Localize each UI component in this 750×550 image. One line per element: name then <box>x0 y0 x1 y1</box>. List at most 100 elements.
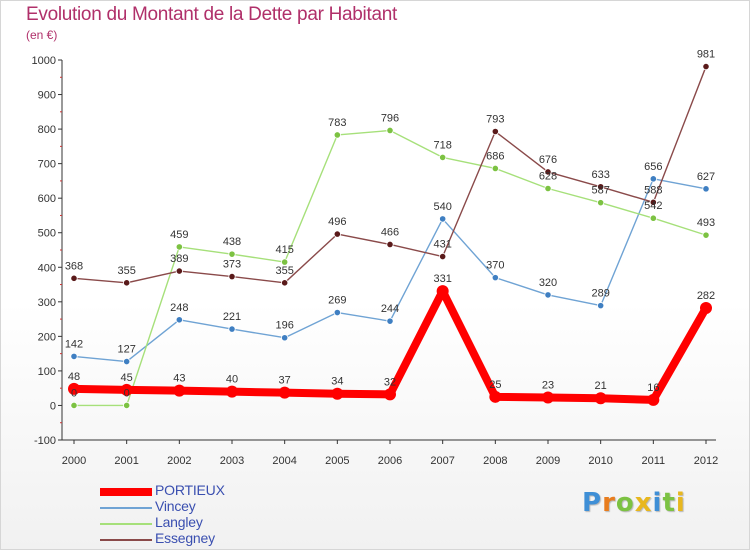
point-essegney-2008 <box>491 127 499 136</box>
point-vincey-2003 <box>228 325 236 333</box>
data-label-langley-2009: 628 <box>539 171 557 183</box>
x-tick-label-8: 2008 <box>483 455 507 467</box>
data-label-vincey-2005: 269 <box>328 295 346 307</box>
data-label-langley-2012: 493 <box>697 217 715 229</box>
point-portieux-2004 <box>278 386 291 399</box>
point-essegney-2009 <box>544 168 552 176</box>
point-portieux-2001 <box>120 383 133 396</box>
x-tick-label-2: 2002 <box>167 455 191 467</box>
x-tick-label-6: 2006 <box>378 455 402 467</box>
legend-swatch-essegney <box>100 539 152 541</box>
point-essegney-2003 <box>228 272 236 281</box>
point-vincey-2000 <box>70 352 78 360</box>
data-label-portieux-2009: 23 <box>542 380 554 392</box>
legend-swatch-langley <box>100 523 152 525</box>
data-label-essegney-2010: 633 <box>591 169 609 181</box>
logo-letter-6: i <box>675 488 686 518</box>
point-langley-2006 <box>386 126 394 135</box>
data-label-essegney-2003: 373 <box>223 259 241 271</box>
point-portieux-2006 <box>384 388 396 401</box>
point-vincey-2006 <box>386 317 394 325</box>
point-langley-2004 <box>281 258 289 266</box>
data-label-portieux-2001: 45 <box>121 372 133 384</box>
x-tick-label-10: 2010 <box>588 455 612 467</box>
y-tick-label-10: 900 <box>38 90 56 102</box>
legend-swatch-vincey <box>100 507 152 509</box>
x-tick-label-9: 2009 <box>536 455 560 467</box>
point-vincey-2011 <box>649 175 657 183</box>
point-portieux-2010 <box>594 392 607 405</box>
data-label-langley-2004: 415 <box>275 244 293 256</box>
point-vincey-2001 <box>123 357 131 366</box>
data-label-vincey-2003: 221 <box>223 311 241 323</box>
legend-label-vincey: Vincey <box>155 498 196 514</box>
point-vincey-2005 <box>333 308 341 317</box>
point-essegney-2006 <box>386 240 394 249</box>
logo-letter-4: i <box>652 488 663 518</box>
data-label-essegney-2005: 496 <box>328 216 346 228</box>
data-label-portieux-2008: 25 <box>489 379 501 391</box>
point-essegney-2011 <box>649 198 657 206</box>
point-langley-2009 <box>544 184 552 193</box>
data-label-vincey-2007: 540 <box>433 201 451 213</box>
x-tick-label-12: 2012 <box>694 455 718 467</box>
data-label-langley-2008: 686 <box>486 150 504 162</box>
point-vincey-2004 <box>281 334 289 342</box>
point-essegney-2010 <box>597 183 605 191</box>
data-label-portieux-2003: 40 <box>226 374 238 386</box>
point-langley-2010 <box>597 199 605 207</box>
data-label-portieux-2000: 48 <box>68 371 80 383</box>
point-langley-2012 <box>702 231 710 239</box>
data-label-essegney-2008: 793 <box>486 114 504 126</box>
logo-letter-0: P <box>582 488 603 518</box>
y-tick-label-9: 800 <box>38 124 56 136</box>
data-label-portieux-2010: 21 <box>595 380 607 392</box>
point-essegney-2002 <box>175 267 183 275</box>
y-tick-label-8: 700 <box>38 159 56 171</box>
point-portieux-2007 <box>436 285 449 298</box>
series-line-langley <box>73 129 707 407</box>
point-vincey-2009 <box>544 291 552 299</box>
data-label-portieux-2007: 331 <box>433 273 451 285</box>
data-label-portieux-2005: 34 <box>331 376 343 388</box>
point-vincey-2012 <box>702 185 710 193</box>
point-langley-2001 <box>123 401 131 410</box>
legend-label-essegney: Essegney <box>155 530 215 546</box>
point-portieux-2005 <box>331 387 344 400</box>
data-label-essegney-2000: 368 <box>65 260 83 272</box>
data-label-vincey-2010: 289 <box>591 288 609 300</box>
point-langley-2005 <box>333 131 341 139</box>
data-label-portieux-2011: 16 <box>647 382 659 394</box>
data-label-essegney-2012: 981 <box>697 49 715 61</box>
data-label-portieux-2004: 37 <box>279 375 291 387</box>
point-portieux-2012 <box>700 302 712 315</box>
series-line-essegney <box>73 65 707 284</box>
data-label-portieux-2006: 32 <box>384 376 396 388</box>
data-label-essegney-2007: 431 <box>433 239 451 251</box>
legend-label-portieux: PORTIEUX <box>155 482 225 498</box>
data-label-langley-2007: 718 <box>433 139 451 151</box>
x-tick-label-7: 2007 <box>430 455 454 467</box>
point-essegney-2004 <box>281 279 289 287</box>
data-label-langley-2010: 587 <box>591 185 609 197</box>
data-label-vincey-2008: 370 <box>486 260 504 272</box>
y-tick-label-4: 300 <box>38 297 56 309</box>
y-tick-label-5: 400 <box>38 262 56 274</box>
point-vincey-2010 <box>597 302 605 310</box>
data-label-essegney-2004: 355 <box>275 265 293 277</box>
data-label-vincey-2009: 320 <box>539 277 557 289</box>
point-essegney-2000 <box>70 274 78 282</box>
y-tick-label-0: -100 <box>34 435 56 447</box>
point-langley-2002 <box>175 243 183 251</box>
data-label-vincey-2002: 248 <box>170 302 188 314</box>
data-label-langley-2000: 0 <box>71 387 77 399</box>
data-label-vincey-2006: 244 <box>381 303 399 315</box>
data-label-langley-2001: 0 <box>124 387 130 399</box>
data-label-portieux-2012: 282 <box>697 290 715 302</box>
point-langley-2007 <box>439 153 447 162</box>
data-label-langley-2002: 459 <box>170 229 188 241</box>
legend-label-langley: Langley <box>155 514 203 530</box>
data-label-portieux-2002: 43 <box>173 373 185 385</box>
y-tick-label-1: 0 <box>50 400 56 412</box>
data-label-essegney-2011: 588 <box>644 184 662 196</box>
